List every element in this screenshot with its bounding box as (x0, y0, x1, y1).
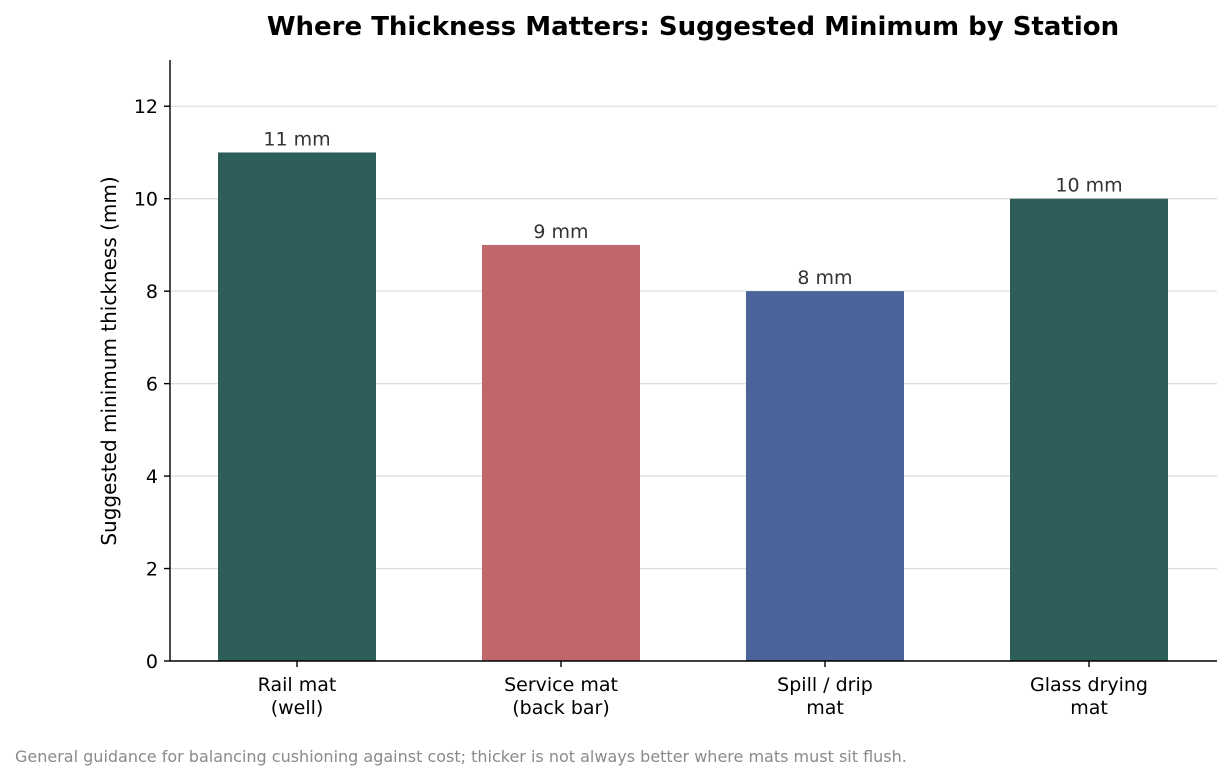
data-labels: 11 mm 9 mm 8 mm 10 mm (263, 128, 1122, 289)
y-axis-ticks: 0 2 4 6 8 10 12 (134, 96, 170, 673)
data-label: 8 mm (797, 267, 852, 289)
x-tick-label: Rail mat (well) (258, 674, 337, 719)
data-label: 9 mm (533, 221, 588, 243)
y-tick-label: 8 (146, 281, 158, 303)
y-tick-label: 4 (146, 466, 158, 488)
y-tick-label: 0 (146, 651, 158, 673)
bar (746, 291, 904, 661)
x-axis-ticks: Rail mat (well) Service mat (back bar) Spill… (258, 661, 1148, 719)
x-tick-label: Glass drying mat (1030, 674, 1148, 719)
chart-title: Where Thickness Matters: Suggested Minim… (267, 12, 1119, 42)
bar (482, 244, 640, 661)
bar (218, 152, 376, 661)
bar (1010, 198, 1168, 661)
footnote: General guidance for balancing cushionin… (15, 747, 907, 766)
x-tick-label: Spill / drip mat (777, 674, 873, 719)
y-tick-label: 12 (134, 96, 158, 118)
y-tick-label: 10 (134, 189, 158, 211)
data-label: 11 mm (263, 128, 330, 150)
y-axis-label: Suggested minimum thickness (mm) (97, 176, 121, 545)
data-label: 10 mm (1055, 175, 1122, 197)
y-tick-label: 2 (146, 559, 158, 581)
x-tick-label: Service mat (back bar) (504, 674, 618, 719)
bars (218, 152, 1168, 661)
y-tick-label: 6 (146, 374, 158, 396)
